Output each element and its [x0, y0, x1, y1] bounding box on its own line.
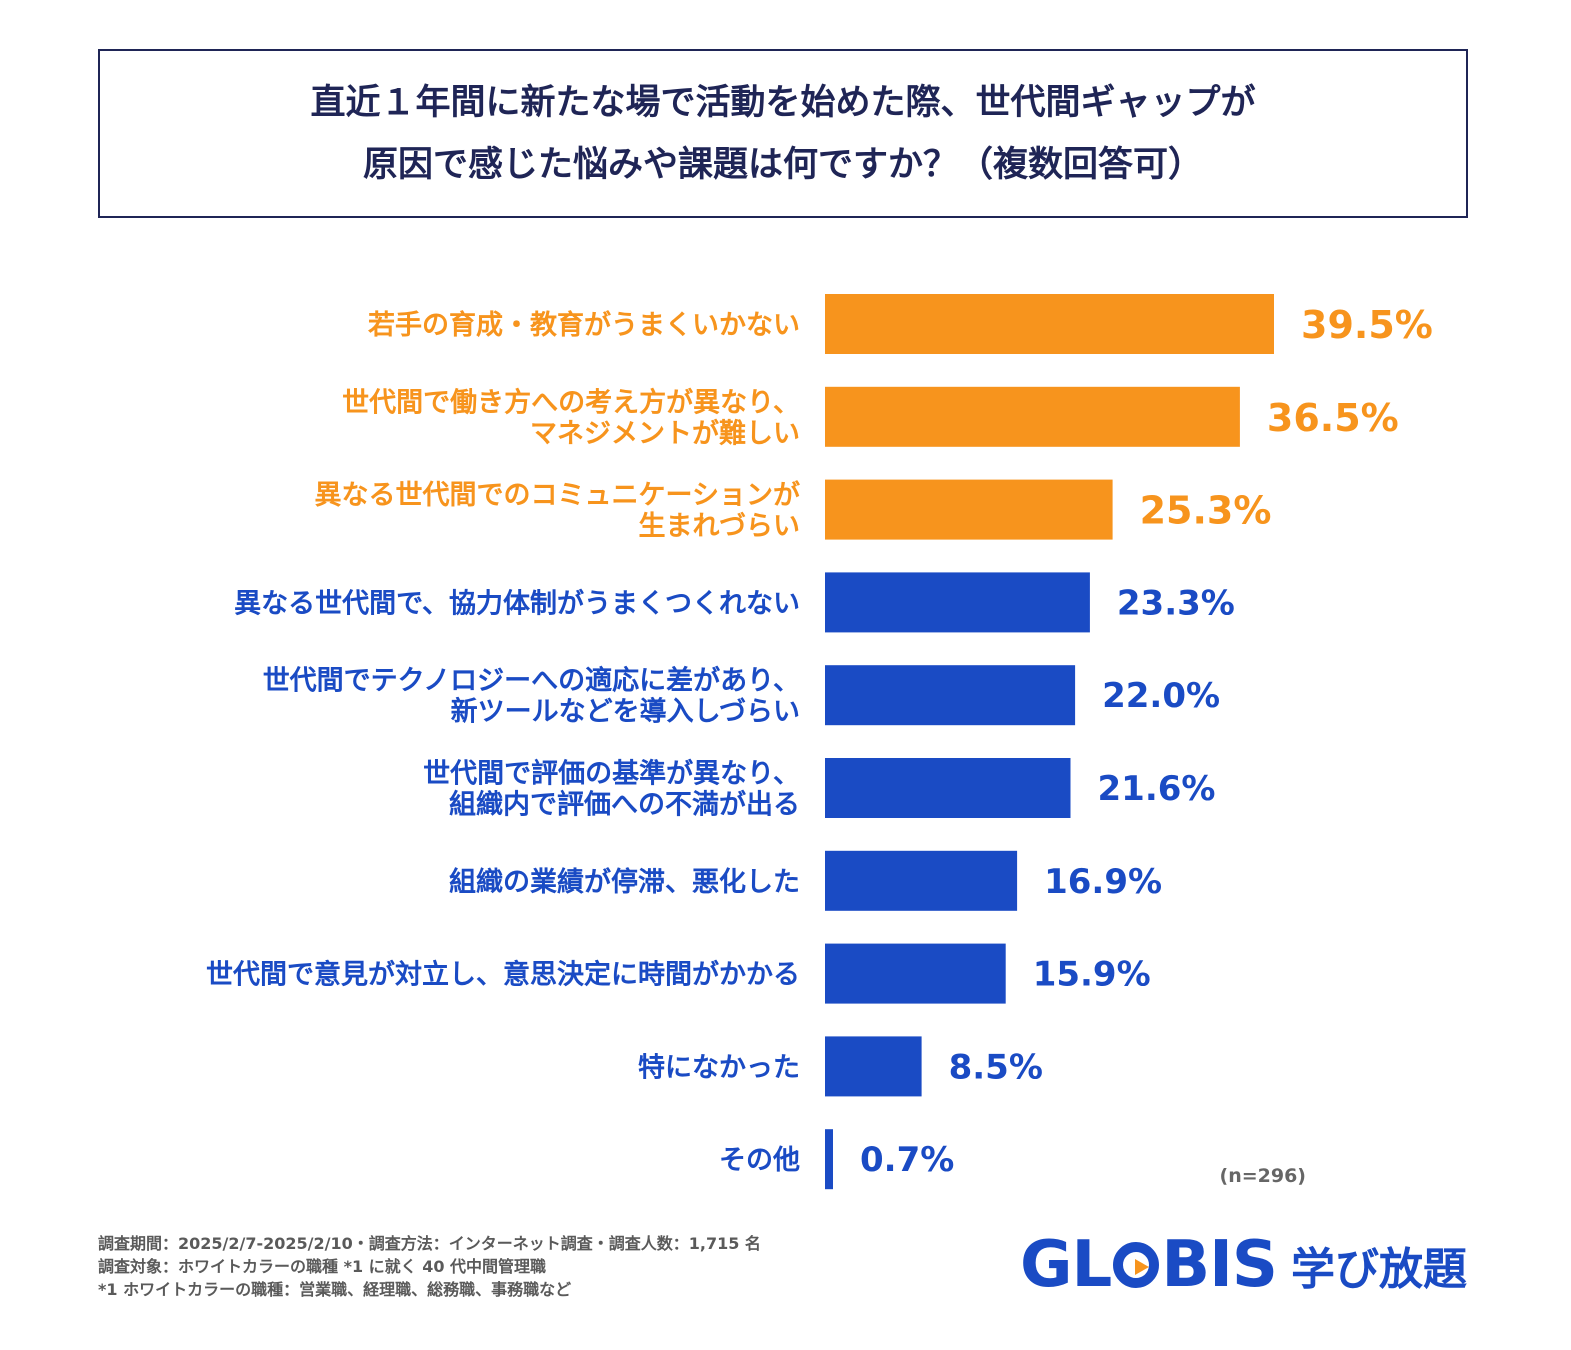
footer-line-note: *1 ホワイトカラーの職種：営業職、経理職、総務職、事務職など [98, 1280, 572, 1299]
category-label-6-line-2: 組織内で評価への不満が出る [449, 789, 800, 821]
bar-2 [825, 386, 1240, 447]
category-label-8: 世代間で意見が対立し、意思決定に時間がかかる [206, 959, 800, 991]
bar-3 [825, 479, 1113, 540]
category-label-5-line-1: 世代間でテクノロジーへの適応に差があり、 [263, 665, 800, 697]
bar-1 [825, 294, 1274, 354]
logo-wordmark: GL BIS [1020, 1228, 1278, 1302]
bar-10 [825, 1129, 833, 1190]
category-label-4: 異なる世代間で、協力体制がうまくつくれない [234, 587, 800, 619]
category-label-2-line-2: マネジメントが難しい [530, 417, 800, 449]
value-label-10: 0.7% [860, 1140, 954, 1180]
category-label-9: 特になかった [638, 1052, 800, 1083]
bar-6 [825, 758, 1071, 818]
sample-size-note: (n=296) [1219, 1165, 1306, 1187]
value-label-6: 21.6% [1098, 769, 1216, 809]
value-label-4: 23.3% [1117, 583, 1235, 623]
bar-chart: 若手の育成・教育がうまくいかない 39.5% 世代間で働き方への考え方が異なり、マネ… [206, 294, 1433, 1190]
chart-title-line-2: 原因で感じた悩みや課題は何ですか？（複数回答可） [362, 144, 1203, 185]
logo-word-right: BIS [1161, 1228, 1278, 1302]
chart-title-line-1: 直近１年間に新たな場で活動を始めた際、世代間ギャップが [310, 82, 1256, 123]
bar-5 [825, 665, 1076, 726]
value-label-3: 25.3% [1140, 489, 1272, 533]
category-label-2-line-1: 世代間で働き方への考え方が異なり、 [342, 386, 800, 418]
globis-logo: GL BIS 学び放題 [1020, 1228, 1467, 1302]
value-label-5: 22.0% [1102, 676, 1220, 716]
footer-line-target: 調査対象：ホワイトカラーの職種 *1 に就く 40 代中間管理職 [98, 1257, 547, 1276]
value-label-1: 39.5% [1301, 303, 1433, 347]
value-label-7: 16.9% [1044, 862, 1162, 902]
bar-8 [825, 943, 1006, 1004]
category-label-3-line-1: 異なる世代間でのコミュニケーションが [315, 479, 800, 511]
category-label-5-line-2: 新ツールなどを導入しづらい [451, 696, 800, 728]
logo-tagline: 学び放題 [1291, 1244, 1467, 1295]
value-label-8: 15.9% [1033, 955, 1151, 995]
category-label-1: 若手の育成・教育がうまくいかない [368, 309, 800, 341]
bar-9 [825, 1036, 922, 1097]
survey-footer: 調査期間：2025/2/7-2025/2/10・調査方法：インターネット調査・調… [98, 1232, 761, 1301]
bar-4 [825, 572, 1090, 633]
category-label-3-line-2: 生まれづらい [639, 511, 800, 542]
value-label-2: 36.5% [1267, 396, 1399, 440]
category-label-7: 組織の業績が停滞、悪化した [449, 866, 800, 898]
bar-7 [825, 850, 1018, 911]
value-label-9: 8.5% [949, 1047, 1043, 1087]
logo-play-icon [1113, 1242, 1160, 1288]
category-label-6-line-1: 世代間で評価の基準が異なり、 [423, 758, 800, 790]
logo-word-left: GL [1020, 1228, 1112, 1302]
chart-title: 直近１年間に新たな場で活動を始めた際、世代間ギャップが 原因で感じた悩みや課題は… [98, 49, 1468, 218]
category-label-10: その他 [719, 1145, 800, 1176]
footer-line-period: 調査期間：2025/2/7-2025/2/10・調査方法：インターネット調査・調… [98, 1234, 761, 1253]
